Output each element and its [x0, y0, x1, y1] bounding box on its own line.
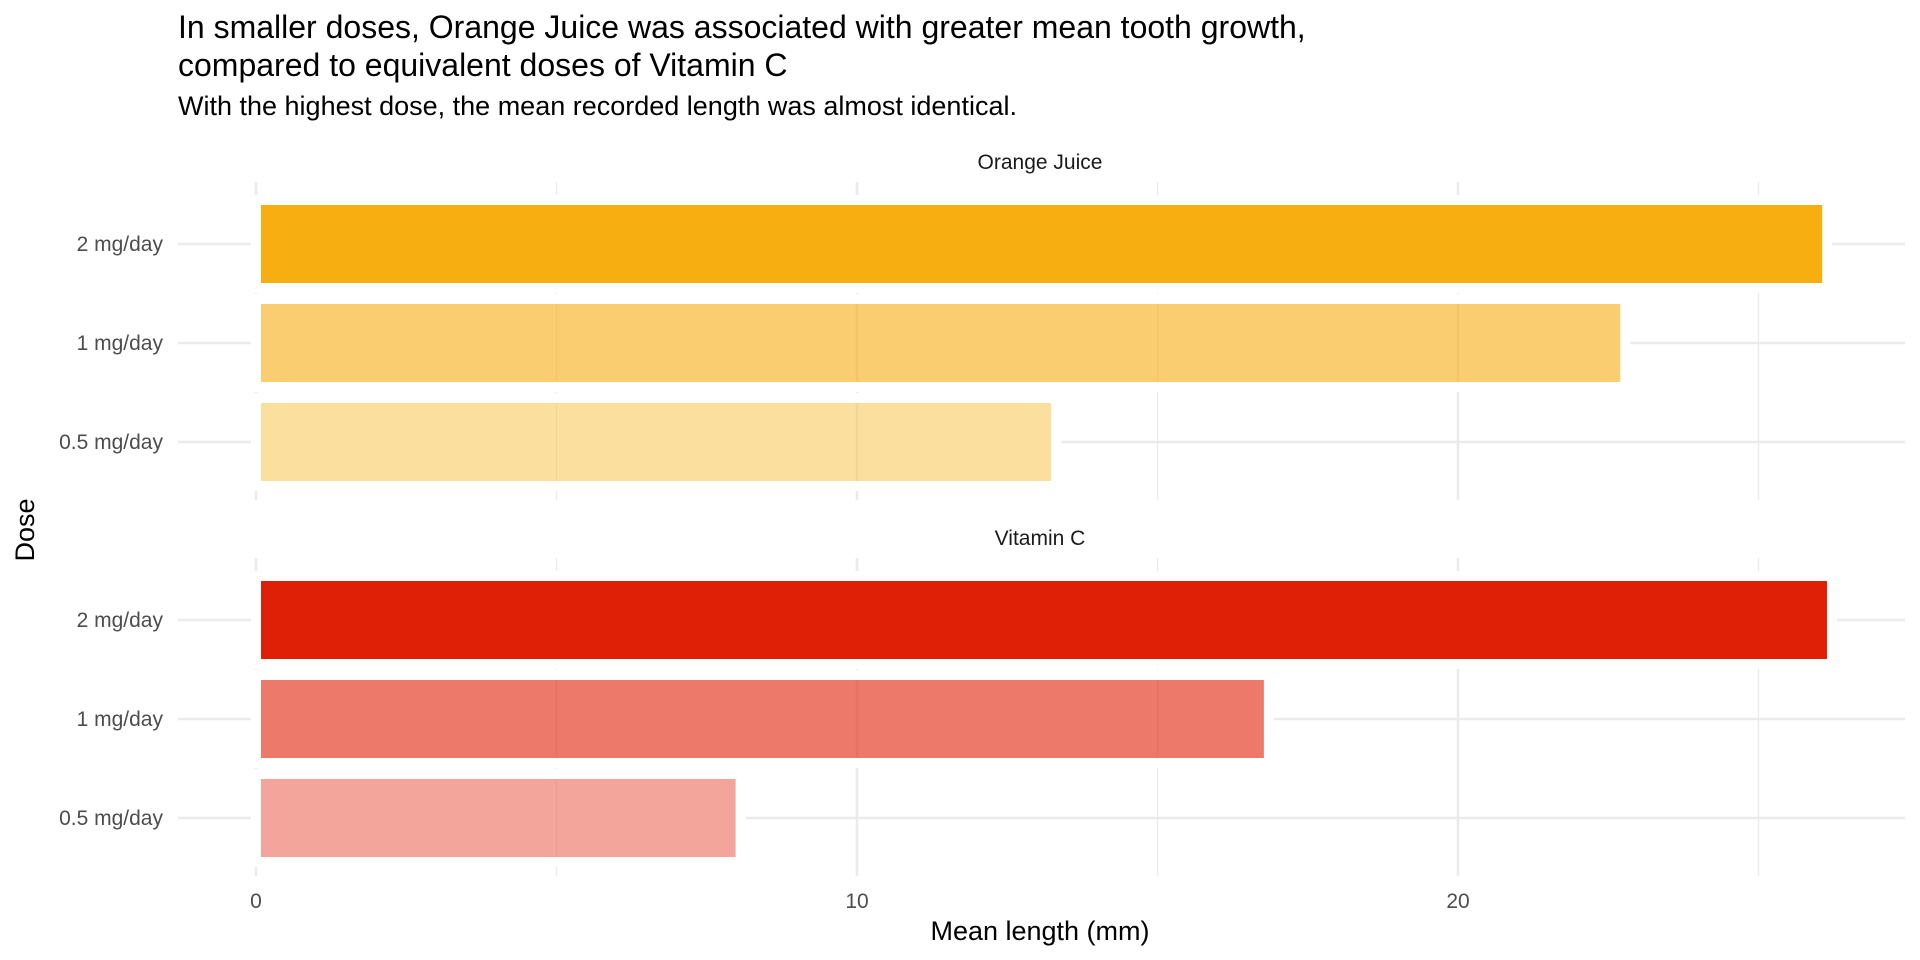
y-tick-label: 2 mg/day: [77, 233, 164, 256]
chart-subtitle: With the highest dose, the mean recorded…: [178, 91, 1017, 121]
bar-halo: [251, 769, 746, 867]
bar: [261, 205, 1823, 283]
chart-title: In smaller doses, Orange Juice was assoc…: [178, 9, 1306, 83]
y-tick-label: 1 mg/day: [77, 708, 164, 731]
bar: [261, 680, 1264, 758]
x-axis-title: Mean length (mm): [930, 916, 1149, 946]
bar: [261, 403, 1052, 481]
facet-panel: Vitamin C 0.5 mg/day 1 mg/day 2 mg/day: [59, 527, 1905, 876]
bar: [261, 581, 1828, 659]
facet-panel: Orange Juice 0.5 mg/day 1 mg/day 2 mg/day: [59, 151, 1905, 500]
y-axis-title: Dose: [10, 498, 40, 561]
facet-label: Vitamin C: [995, 527, 1086, 550]
bar-halo: [251, 393, 1062, 491]
x-tick-label: 0: [250, 890, 262, 913]
facet-label: Orange Juice: [978, 151, 1103, 174]
bar: [261, 304, 1621, 382]
y-tick-label: 2 mg/day: [77, 609, 164, 632]
y-tick-label: 0.5 mg/day: [59, 807, 163, 830]
x-tick-label: 20: [1446, 890, 1469, 913]
bar: [261, 779, 736, 857]
x-tick-label: 10: [845, 890, 868, 913]
x-axis-tick-labels: 0 10 20: [250, 890, 1470, 913]
y-tick-label: 1 mg/day: [77, 332, 164, 355]
y-tick-label: 0.5 mg/day: [59, 431, 163, 454]
